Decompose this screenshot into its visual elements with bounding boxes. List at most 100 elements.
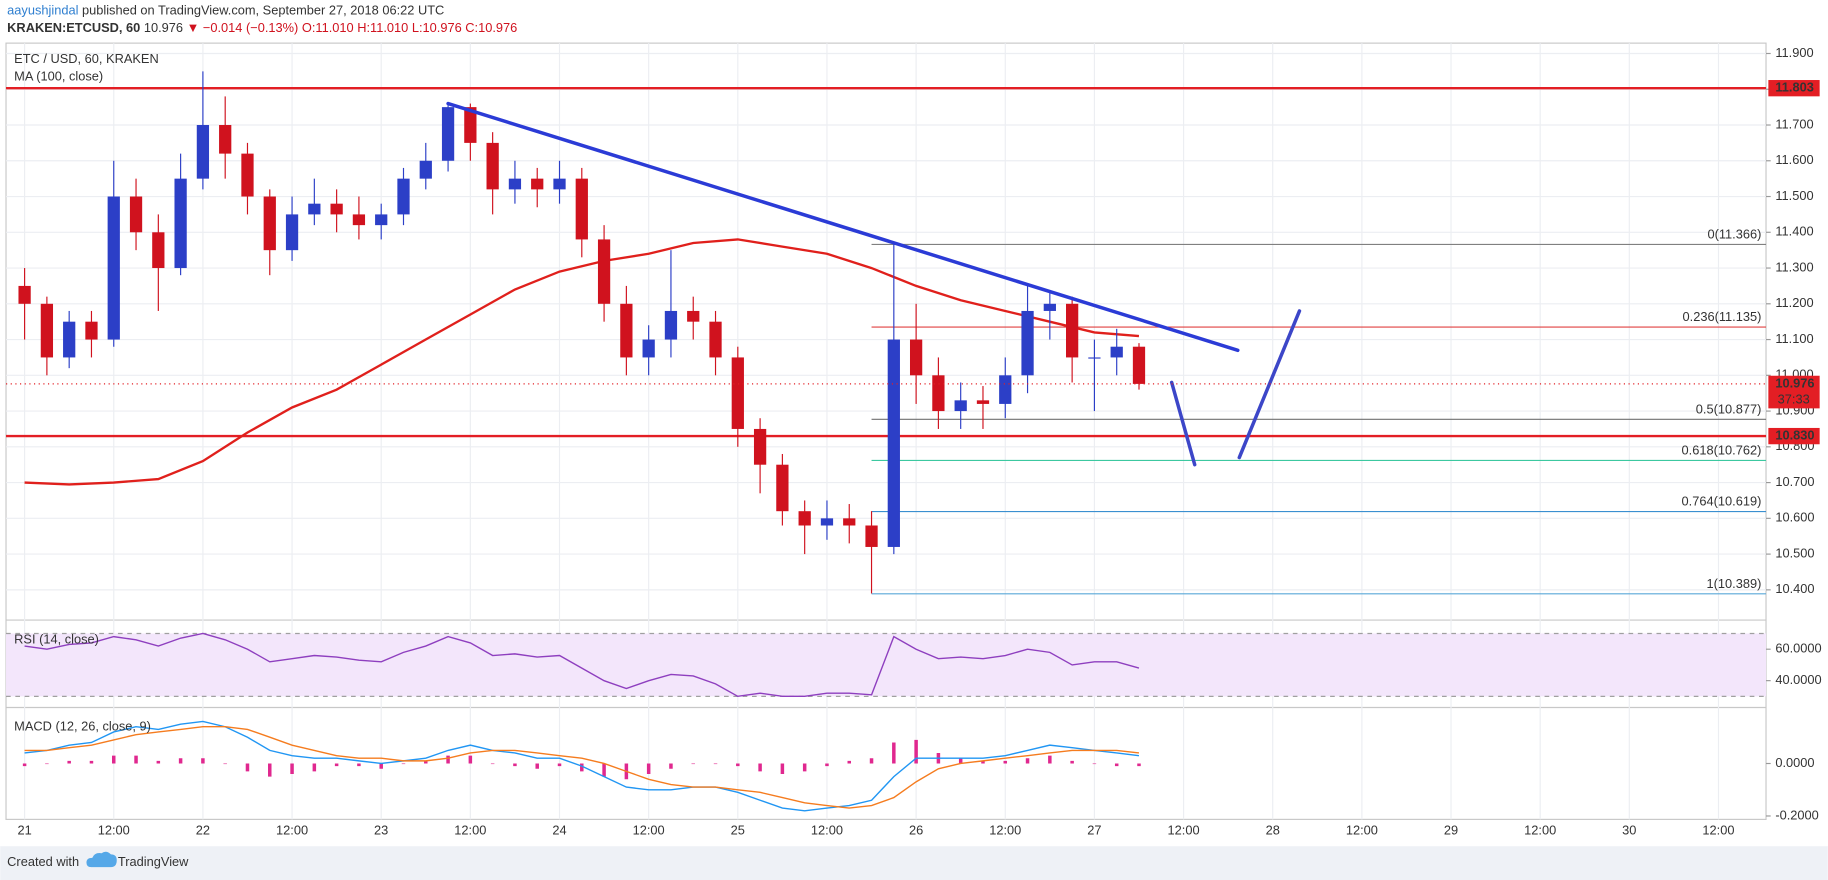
macd-label: MACD (12, 26, close, 9) — [14, 719, 151, 734]
footer-brand[interactable]: TradingView — [118, 854, 189, 869]
macd-histogram-bar — [134, 755, 138, 764]
published: published on TradingView.com, September … — [82, 3, 444, 18]
macd-histogram-bar — [334, 763, 339, 767]
candle-body — [709, 321, 722, 358]
macd-line — [24, 720, 1140, 812]
candle-body — [397, 178, 410, 215]
y-tick-label: 11.100 — [1775, 331, 1813, 346]
rsi-tick-label: 60.0000 — [1775, 641, 1821, 656]
macd-histogram-bar — [1025, 758, 1030, 764]
candle-body — [375, 214, 388, 226]
candle-body — [263, 196, 276, 251]
x-tick-label: 12:00 — [98, 822, 130, 837]
candle-body — [129, 196, 143, 233]
candle-body — [1088, 357, 1101, 359]
candle-body — [1021, 310, 1034, 376]
macd-histogram-bar — [580, 763, 584, 772]
y-tick-label: 11.900 — [1775, 45, 1813, 60]
y-tick-label: 11.300 — [1775, 259, 1813, 274]
x-tick-label: 29 — [1444, 822, 1458, 837]
macd-histogram-bar — [602, 763, 606, 777]
macd-histogram-bar — [1070, 760, 1074, 764]
macd-histogram-bar — [825, 763, 829, 767]
candle-body — [441, 107, 455, 161]
y-tick-label: 11.600 — [1775, 152, 1813, 167]
y-tick-label: 10.400 — [1775, 581, 1814, 596]
axes: 21 12:00 22 12:00 23 12:00 24 12:00 25 12:00 26 12:… — [14, 45, 1821, 838]
candle-body — [620, 303, 633, 358]
macd-histogram-bar — [646, 763, 651, 774]
candle-body — [820, 518, 834, 526]
x-tick-label: 22 — [196, 822, 210, 837]
macd-histogram-bar — [1048, 755, 1052, 764]
x-tick-label: 12:00 — [1702, 822, 1734, 837]
candle-body — [308, 203, 321, 215]
candle-body — [419, 160, 432, 179]
candle-body — [531, 178, 544, 190]
countdown: 37:33 — [1778, 392, 1810, 407]
x-tick-label: 12:00 — [633, 822, 665, 837]
macd-histogram-bar — [691, 763, 695, 765]
change: ▼ −0.014 (−0.13%) — [187, 21, 299, 36]
fib-label: 0.764(10.619) — [1682, 494, 1762, 509]
ohlc: L:10.976 — [412, 21, 462, 36]
price-tag — [1768, 427, 1820, 445]
fib-label: 0(11.366) — [1707, 227, 1761, 242]
price-tag — [1768, 80, 1820, 97]
footer-created: Created with — [7, 854, 79, 869]
candle-body — [553, 178, 566, 190]
x-tick-label: 27 — [1087, 822, 1101, 837]
candle-body — [1110, 346, 1123, 358]
candle-body — [776, 464, 789, 512]
candle-body — [40, 303, 54, 358]
candle-body — [174, 178, 187, 269]
price-tag-label: 11.803 — [1775, 80, 1813, 95]
rsi-label: RSI (14, close) — [14, 631, 99, 646]
y-tick-label: 11.200 — [1775, 295, 1813, 310]
macd-histogram-bar — [45, 763, 49, 765]
macd-histogram-bar — [1092, 763, 1097, 765]
macd-histogram-bar — [557, 763, 562, 767]
candle-body — [664, 310, 678, 340]
trendline — [446, 101, 1240, 353]
macd-histogram-bar — [490, 763, 495, 765]
macd-histogram-bar — [468, 755, 473, 764]
price-tag-label: 10.830 — [1775, 427, 1814, 442]
x-tick-label: 12:00 — [811, 822, 843, 837]
candle-body — [954, 400, 967, 412]
candle-body — [152, 232, 165, 269]
candle-body — [887, 339, 900, 547]
candle-body — [85, 321, 98, 340]
macd-histogram-bar — [847, 760, 851, 764]
price-tag — [1768, 375, 1820, 409]
rsi-band-fill — [6, 633, 1767, 697]
author[interactable]: aayushjindal — [7, 3, 78, 18]
y-tick-label: 10.600 — [1775, 510, 1814, 525]
x-tick-label: 12:00 — [1346, 822, 1378, 837]
macd-histogram-bar — [268, 763, 272, 777]
ma-label: MA (100, close) — [14, 68, 103, 83]
candle-body — [731, 357, 744, 429]
header-line: aayushjindal published on TradingView.co… — [7, 3, 444, 18]
footer-logo — [86, 851, 117, 868]
candle-body — [753, 428, 767, 465]
trendline — [1169, 380, 1197, 467]
macd-histogram-bar — [201, 758, 205, 764]
y-tick-label: 10.700 — [1775, 474, 1814, 489]
candle-body — [932, 375, 945, 412]
y-tick-label: 11.700 — [1775, 116, 1813, 131]
macd-histogram-bar — [981, 760, 985, 764]
macd-histogram-bar — [89, 760, 94, 764]
ohlc: H:11.010 — [357, 21, 408, 36]
ohlc: C:10.976 — [465, 21, 517, 36]
x-tick-label: 12:00 — [1524, 822, 1556, 837]
macd-histogram-bar — [1137, 763, 1141, 767]
macd-histogram-bar — [22, 763, 27, 767]
candle-body — [464, 107, 477, 143]
macd-histogram-bar — [357, 763, 361, 767]
candle-body — [687, 310, 700, 322]
macd-tick-label: -0.2000 — [1775, 807, 1818, 822]
candle-body — [1043, 303, 1056, 311]
